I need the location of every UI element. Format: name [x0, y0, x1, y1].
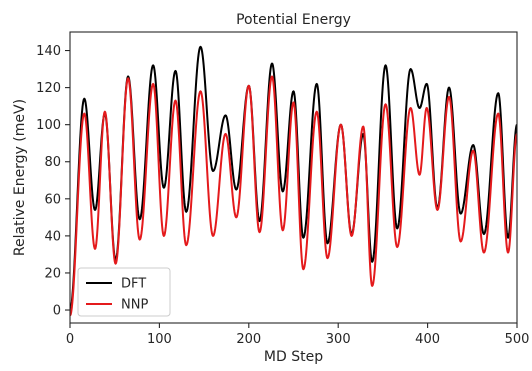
y-tick-label: 80 [44, 155, 61, 170]
x-tick-label: 200 [236, 332, 261, 347]
x-axis: 0 100 200 300 400 500 [66, 323, 530, 347]
plot-frame [69, 31, 518, 324]
legend: DFT NNP [77, 267, 171, 317]
lines-layer [70, 45, 517, 317]
legend-label-dft: DFT [121, 277, 146, 292]
y-axis-label: Relative Energy (meV) [12, 99, 28, 256]
y-tick-label: 0 [53, 304, 61, 319]
x-tick-label: 400 [415, 332, 440, 347]
x-tick-label: 500 [505, 332, 530, 347]
y-tick-label: 40 [44, 229, 61, 244]
x-tick-label: 300 [326, 332, 351, 347]
series-line-nnp [70, 75, 517, 317]
x-axis-label: MD Step [264, 349, 323, 365]
y-tick-label: 140 [36, 44, 61, 59]
y-tick-label: 20 [44, 266, 61, 281]
chart-title: Potential Energy [236, 12, 351, 28]
legend-label-nnp: NNP [121, 298, 148, 313]
x-tick-label: 0 [66, 332, 74, 347]
y-tick-label: 100 [36, 118, 61, 133]
x-tick-label: 100 [147, 332, 172, 347]
y-tick-label: 60 [44, 192, 61, 207]
legend-items: DFT NNP [86, 277, 148, 313]
y-axis: 0 20 40 60 80 100 120 140 [36, 44, 70, 319]
y-tick-label: 120 [36, 81, 61, 96]
